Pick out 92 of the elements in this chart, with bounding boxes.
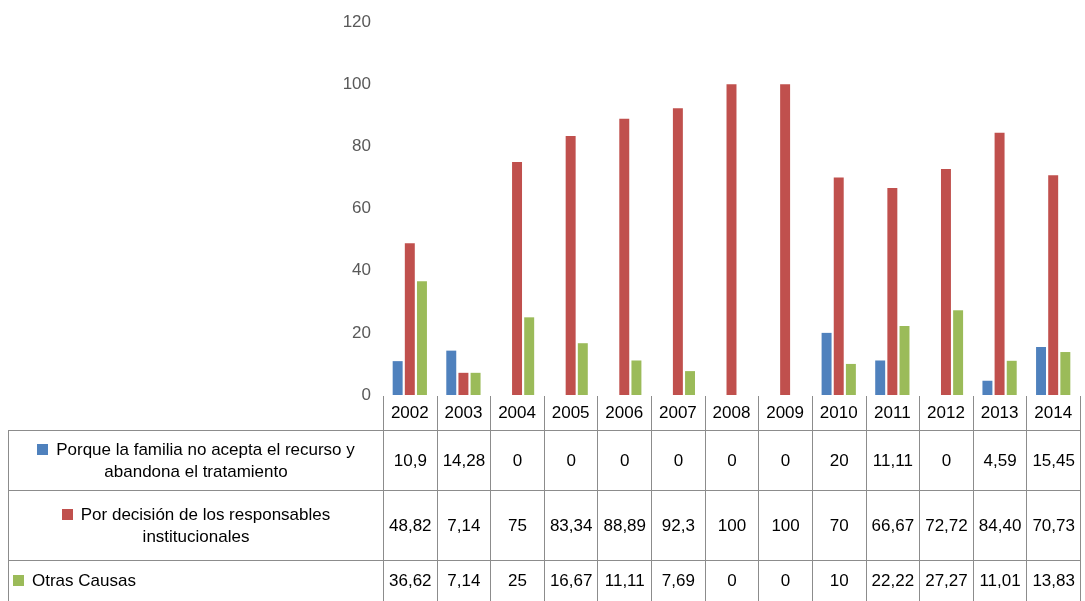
legend-label: Otras Causas <box>31 570 136 592</box>
data-label: 11,11 <box>865 430 921 491</box>
x-tick-label: 2004 <box>498 402 536 422</box>
bar <box>416 281 427 395</box>
x-tick-label: 2009 <box>766 402 805 422</box>
x-tick-label: 2002 <box>390 402 429 422</box>
data-label: 14,28 <box>436 430 492 491</box>
bar <box>565 136 576 395</box>
x-tick-label: 2006 <box>605 402 644 422</box>
data-label: 0 <box>704 560 760 601</box>
bar <box>404 243 415 395</box>
x-tick-label: 2007 <box>658 402 697 422</box>
x-tick-label: 2003 <box>444 402 483 422</box>
bar <box>392 361 403 395</box>
data-label: 100 <box>704 490 760 561</box>
x-tick-label: 2008 <box>712 402 751 422</box>
bar <box>887 187 898 395</box>
bar <box>726 84 737 395</box>
data-label: 11,01 <box>972 560 1028 601</box>
data-label: 70 <box>811 490 867 561</box>
data-label: 0 <box>758 560 813 601</box>
data-label: 100 <box>758 490 813 561</box>
bar <box>1048 175 1059 395</box>
bar <box>577 343 588 395</box>
bar <box>619 118 630 395</box>
bar <box>982 380 993 395</box>
data-label: 4,59 <box>972 430 1028 491</box>
data-label: 72,72 <box>919 490 974 561</box>
data-label: 0 <box>704 430 760 491</box>
data-label: 0 <box>758 430 813 491</box>
data-label: 88,89 <box>597 490 653 561</box>
data-label: 7,69 <box>651 560 706 601</box>
bar <box>458 372 469 395</box>
data-label: 16,67 <box>543 560 599 601</box>
y-tick-label: 40 <box>352 260 371 280</box>
data-label: 22,22 <box>865 560 921 601</box>
data-label: 25 <box>490 560 545 601</box>
x-tick-label: 2013 <box>980 402 1019 422</box>
data-label: 0 <box>597 430 653 491</box>
data-label: 7,14 <box>436 560 492 601</box>
data-label: 70,73 <box>1026 490 1081 561</box>
x-tick-label: 2010 <box>819 402 858 422</box>
bar <box>1036 347 1047 395</box>
data-label: 10,9 <box>383 430 438 491</box>
x-tick-label: 2005 <box>551 402 590 422</box>
bar <box>875 360 886 395</box>
y-tick-label: 120 <box>342 11 371 31</box>
legend-label: Porque la familia no acepta el recurso y abandona el tratamiento <box>55 439 356 482</box>
data-label: 13,83 <box>1026 560 1081 601</box>
bar <box>994 132 1005 395</box>
data-label: 11,11 <box>597 560 653 601</box>
data-label: 15,45 <box>1026 430 1081 491</box>
data-label: 20 <box>811 430 867 491</box>
y-tick-label: 80 <box>352 136 371 156</box>
bar <box>953 310 964 395</box>
data-label: 75 <box>490 490 545 561</box>
bar <box>524 317 535 395</box>
y-tick-label: 20 <box>352 322 371 342</box>
bar <box>446 350 457 395</box>
data-label: 83,34 <box>543 490 599 561</box>
data-label: 84,40 <box>972 490 1028 561</box>
bar <box>631 360 642 395</box>
bar <box>1006 360 1017 395</box>
y-tick-label: 60 <box>352 198 371 218</box>
x-tick-label: 2014 <box>1034 402 1073 422</box>
data-label: 10 <box>811 560 867 601</box>
bar <box>845 363 856 395</box>
bar <box>780 84 791 395</box>
bar <box>512 162 523 395</box>
bar <box>899 325 910 395</box>
bar <box>1060 352 1071 395</box>
data-label: 0 <box>490 430 545 491</box>
bar <box>821 332 832 395</box>
bar <box>833 177 844 395</box>
x-tick-label: 2012 <box>927 402 965 422</box>
y-tick-label: 100 <box>342 74 371 94</box>
data-label: 48,82 <box>383 490 438 561</box>
data-label: 0 <box>919 430 974 491</box>
bar <box>685 371 696 395</box>
y-tick-label: 0 <box>361 384 371 404</box>
legend-label: Por decisión de los responsables institucionales <box>79 504 332 547</box>
x-tick-label: 2011 <box>874 402 911 422</box>
data-label: 66,67 <box>865 490 921 561</box>
bar <box>470 372 481 395</box>
data-label: 7,14 <box>436 490 492 561</box>
data-label: 0 <box>651 430 706 491</box>
bar <box>940 169 951 395</box>
data-label: 27,27 <box>919 560 974 601</box>
data-label: 36,62 <box>383 560 438 601</box>
bar <box>672 108 683 395</box>
data-label: 0 <box>543 430 599 491</box>
data-label: 92,3 <box>651 490 706 561</box>
